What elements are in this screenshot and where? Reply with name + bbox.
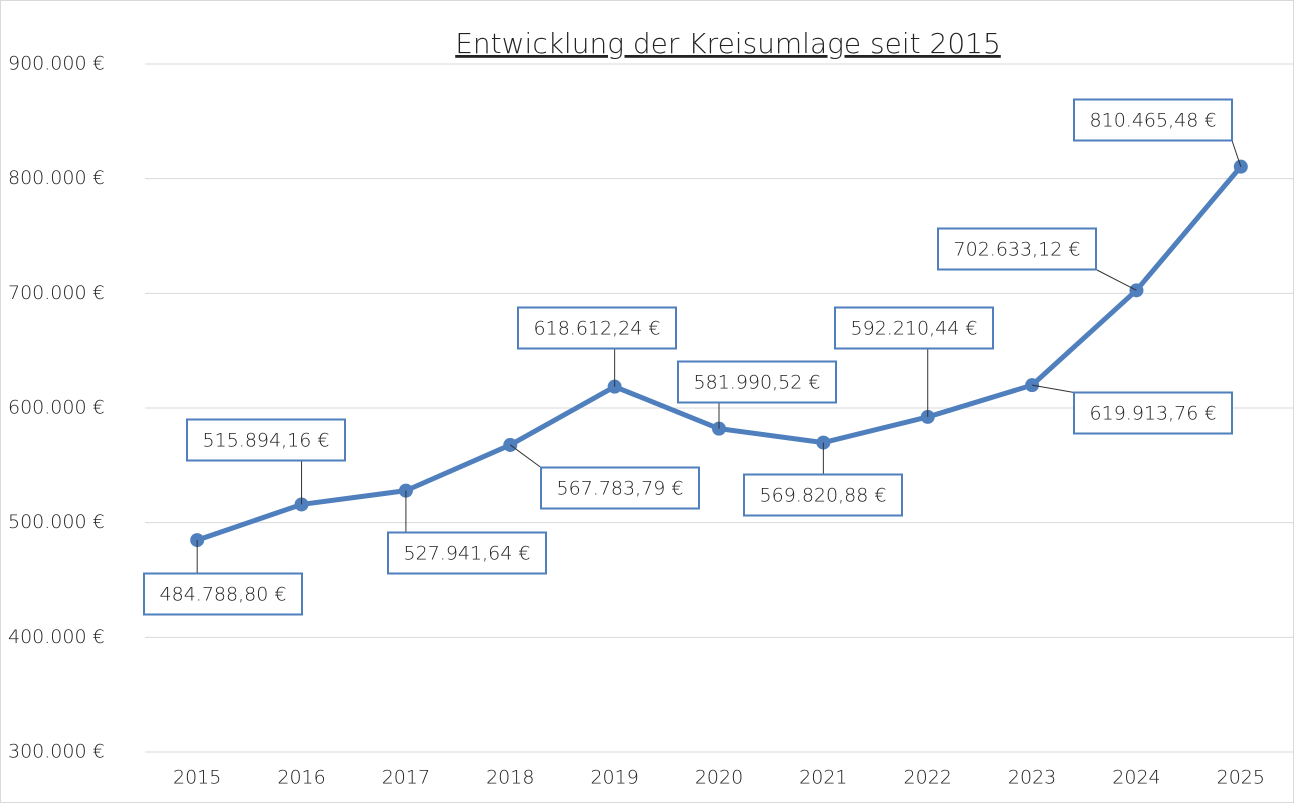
data-label: 484.788,80 €: [160, 584, 287, 606]
chart-title: Entwicklung der Kreisumlage seit 2015: [455, 27, 1001, 60]
data-label: 810.465,48 €: [1090, 110, 1217, 132]
x-tick-label: 2016: [277, 767, 325, 789]
label-box: [677, 360, 837, 404]
x-tick-label: 2017: [382, 767, 430, 789]
data-label: 527.941,64 €: [404, 543, 531, 565]
label-box: [186, 418, 346, 462]
data-label: 702.633,12 €: [954, 239, 1081, 261]
x-tick-label: 2019: [590, 767, 638, 789]
y-tick-label: 500.000 €: [8, 511, 105, 533]
x-tick-label: 2022: [904, 767, 952, 789]
y-tick-label: 900.000 €: [8, 53, 105, 75]
y-tick-label: 800.000 €: [8, 167, 105, 189]
data-label: 515.894,16 €: [203, 430, 330, 452]
label-box: [387, 531, 547, 575]
label-box: [143, 572, 303, 616]
leader-line: [509, 444, 542, 468]
label-box: [834, 306, 994, 350]
data-label: 618.612,24 €: [534, 318, 661, 340]
data-point: [503, 437, 518, 452]
data-label: 592.210,44 €: [851, 318, 978, 340]
data-label: 619.913,76 €: [1090, 403, 1217, 425]
label-box: [540, 466, 700, 510]
label-box: [1073, 391, 1233, 435]
leader-line: [1231, 140, 1242, 167]
x-tick-label: 2024: [1112, 767, 1160, 789]
x-tick-label: 2023: [1008, 767, 1056, 789]
x-tick-label: 2021: [799, 767, 847, 789]
x-tick-label: 2025: [1217, 767, 1265, 789]
x-tick-label: 2020: [695, 767, 743, 789]
data-label: 581.990,52 €: [694, 372, 821, 394]
y-tick-label: 300.000 €: [8, 741, 105, 763]
label-box: [517, 306, 677, 350]
data-label: 567.783,79 €: [557, 478, 684, 500]
leader-line: [1032, 384, 1075, 393]
label-box: [743, 473, 903, 517]
y-tick-label: 600.000 €: [8, 397, 105, 419]
data-label: 569.820,88 €: [760, 485, 887, 507]
leader-line: [1095, 269, 1137, 291]
label-box: [1073, 98, 1233, 142]
x-tick-label: 2015: [173, 767, 221, 789]
x-tick-label: 2018: [486, 767, 534, 789]
label-box: [937, 227, 1097, 271]
y-tick-label: 700.000 €: [8, 282, 105, 304]
y-tick-label: 400.000 €: [8, 626, 105, 648]
